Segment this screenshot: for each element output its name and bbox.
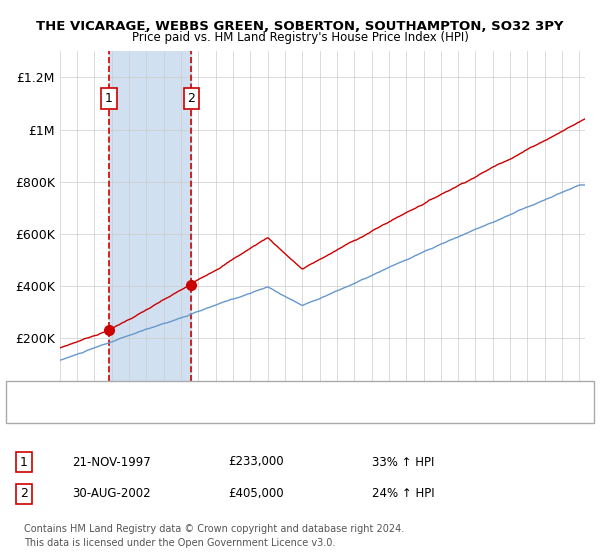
Text: 21-NOV-1997: 21-NOV-1997 [72, 455, 151, 469]
Text: 1: 1 [20, 455, 28, 469]
Text: 30-AUG-2002: 30-AUG-2002 [72, 487, 151, 501]
Text: Price paid vs. HM Land Registry's House Price Index (HPI): Price paid vs. HM Land Registry's House … [131, 31, 469, 44]
Text: 1: 1 [105, 92, 113, 105]
Text: 33% ↑ HPI: 33% ↑ HPI [372, 455, 434, 469]
Text: Contains HM Land Registry data © Crown copyright and database right 2024.: Contains HM Land Registry data © Crown c… [24, 524, 404, 534]
Text: 2: 2 [20, 487, 28, 501]
Text: 2: 2 [187, 92, 195, 105]
Text: THE VICARAGE, WEBBS GREEN, SOBERTON, SOUTHAMPTON, SO32 3PY (detached house): THE VICARAGE, WEBBS GREEN, SOBERTON, SOU… [69, 388, 532, 398]
Text: £405,000: £405,000 [228, 487, 284, 501]
Text: HPI: Average price, detached house, Winchester: HPI: Average price, detached house, Winc… [69, 406, 320, 416]
Bar [109, 52, 191, 390]
Text: 24% ↑ HPI: 24% ↑ HPI [372, 487, 434, 501]
Text: THE VICARAGE, WEBBS GREEN, SOBERTON, SOUTHAMPTON, SO32 3PY: THE VICARAGE, WEBBS GREEN, SOBERTON, SOU… [36, 20, 564, 32]
Text: £233,000: £233,000 [228, 455, 284, 469]
Text: This data is licensed under the Open Government Licence v3.0.: This data is licensed under the Open Gov… [24, 538, 335, 548]
